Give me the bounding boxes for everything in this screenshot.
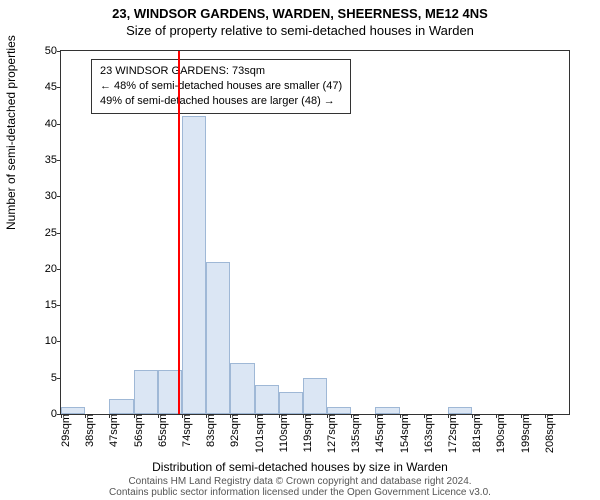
y-tick-mark [57,233,61,234]
histogram-bar [255,385,279,414]
x-tick-label: 163sqm [419,414,435,453]
histogram-bar [279,392,303,414]
y-tick-mark [57,124,61,125]
y-tick-mark [57,87,61,88]
y-tick-mark [57,51,61,52]
x-tick-label: 181sqm [467,414,483,453]
legend-line-1: 23 WINDSOR GARDENS: 73sqm [100,64,342,79]
histogram-bar [206,262,230,414]
chart-title-main: 23, WINDSOR GARDENS, WARDEN, SHEERNESS, … [0,0,600,21]
x-tick-label: 172sqm [443,414,459,453]
plot-area: 23 WINDSOR GARDENS: 73sqm ← 48% of semi-… [60,50,570,415]
histogram-bar [303,378,327,414]
histogram-bar [182,116,206,414]
x-tick-label: 208sqm [540,414,556,453]
chart-container: 23, WINDSOR GARDENS, WARDEN, SHEERNESS, … [0,0,600,500]
y-tick-mark [57,196,61,197]
histogram-bar [375,407,399,414]
legend-line-2: ← 48% of semi-detached houses are smalle… [100,79,342,94]
y-tick-mark [57,160,61,161]
x-tick-label: 29sqm [56,414,72,447]
x-tick-label: 101sqm [250,414,266,453]
histogram-bar [230,363,254,414]
x-tick-label: 154sqm [395,414,411,453]
x-tick-label: 65sqm [153,414,169,447]
y-tick-mark [57,305,61,306]
x-tick-label: 56sqm [129,414,145,447]
histogram-bar [109,399,133,414]
histogram-bar [448,407,472,414]
x-tick-label: 38sqm [80,414,96,447]
x-axis-label: Distribution of semi-detached houses by … [0,460,600,474]
x-tick-label: 199sqm [516,414,532,453]
legend-box: 23 WINDSOR GARDENS: 73sqm ← 48% of semi-… [91,59,351,114]
x-tick-label: 110sqm [274,414,290,452]
legend-line-3: 49% of semi-detached houses are larger (… [100,94,342,109]
x-tick-label: 119sqm [298,414,314,452]
x-tick-label: 145sqm [370,414,386,453]
attribution: Contains HM Land Registry data © Crown c… [0,476,600,498]
x-tick-label: 92sqm [225,414,241,447]
x-tick-label: 135sqm [346,414,362,453]
y-tick-mark [57,269,61,270]
x-tick-label: 190sqm [491,414,507,453]
attribution-line-1: Contains HM Land Registry data © Crown c… [128,476,471,487]
y-tick-mark [57,341,61,342]
y-axis-label: Number of semi-detached properties [4,35,18,230]
marker-line [178,51,180,414]
x-tick-label: 74sqm [177,414,193,447]
histogram-bar [327,407,351,414]
chart-title-sub: Size of property relative to semi-detach… [0,21,600,38]
y-tick-mark [57,378,61,379]
x-tick-label: 47sqm [104,414,120,447]
attribution-line-2: Contains public sector information licen… [109,487,491,498]
histogram-bar [61,407,85,414]
x-tick-label: 127sqm [322,414,338,453]
x-tick-label: 83sqm [201,414,217,447]
histogram-bar [134,370,158,414]
